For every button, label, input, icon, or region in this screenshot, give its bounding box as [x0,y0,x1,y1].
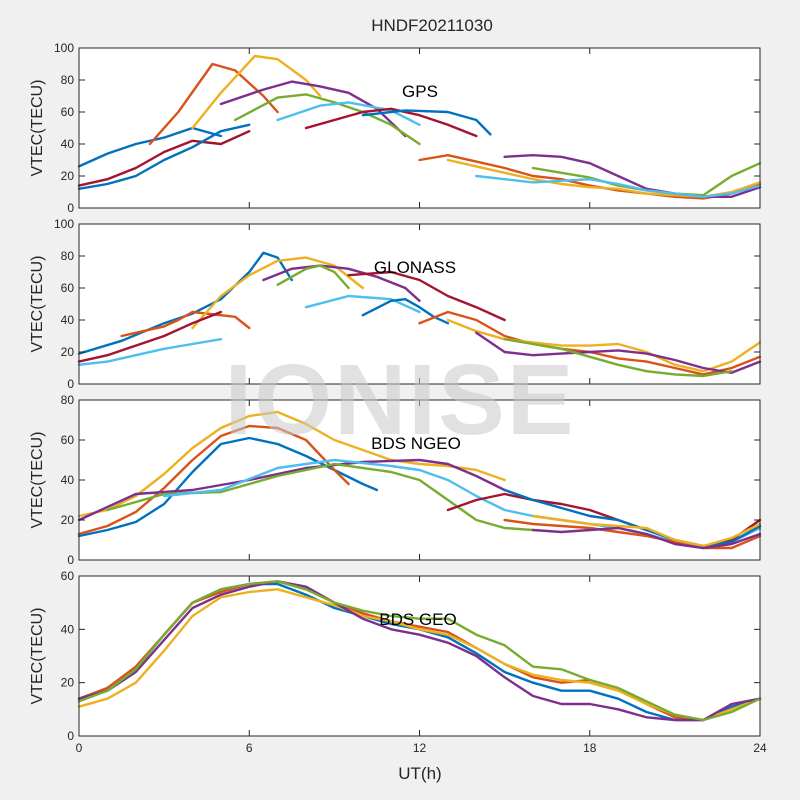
y-tick-label: 80 [61,393,75,407]
series-line [191,256,364,330]
y-tick-label: 0 [67,553,74,567]
y-tick-label: 100 [54,217,74,231]
series-line [503,518,762,550]
series-line [77,123,251,190]
series-line [503,338,733,378]
series-line [77,126,223,168]
y-tick-label: 100 [54,41,74,55]
y-axis-label: VTEC(TECU) [29,256,46,353]
series-line [304,107,478,138]
panel-1: 0 20 40 60 80 100 VTEC(TECU) GPS [29,41,762,215]
series-line [233,93,421,146]
plot-area [79,48,760,208]
panel-label: GPS [402,82,438,101]
series-line [531,526,762,550]
x-tick-label: 6 [246,741,253,755]
y-tick-label: 0 [67,729,74,743]
series-line [503,488,762,548]
series-line [148,62,279,146]
y-tick-label: 80 [61,249,75,263]
series-line [276,101,421,126]
series-line [304,294,421,314]
plot-area [79,224,760,384]
series-line [418,154,762,200]
series-line [262,264,421,302]
series-line [77,310,223,363]
x-tick-label: 12 [413,741,427,755]
y-tick-label: 40 [61,137,75,151]
series-line [77,130,251,187]
y-axis-label: VTEC(TECU) [29,432,46,529]
panel-label: GLONASS [374,258,456,277]
panel-2: 0 20 40 60 80 100 VTEC(TECU) GLONASS [29,217,762,391]
series-line [77,580,762,722]
series-line [531,514,762,548]
y-axis-label: VTEC(TECU) [29,80,46,177]
y-tick-label: 40 [61,622,75,636]
panel-label: BDS GEO [379,610,456,629]
x-tick-label: 0 [76,741,83,755]
y-tick-label: 40 [61,473,75,487]
series-line [77,338,223,366]
y-tick-label: 0 [67,201,74,215]
y-tick-label: 20 [61,345,75,359]
panel-label: BDS NGEO [371,434,461,453]
chart-title: HNDF20211030 [371,16,493,35]
series-line [475,331,762,374]
y-tick-label: 20 [61,676,75,690]
y-tick-label: 60 [61,433,75,447]
y-tick-label: 20 [61,513,75,527]
series-line [276,264,350,290]
y-tick-label: 0 [67,377,74,391]
x-axis-label: UT(h) [398,764,441,783]
panel-3: 0 20 40 60 80 VTEC(TECU) BDS NGEO [29,393,762,567]
series-line [120,310,251,338]
y-tick-label: 60 [61,569,75,583]
y-tick-label: 80 [61,73,75,87]
plot-area [79,576,760,736]
series-line [191,54,322,130]
series-line [361,109,492,136]
x-tick-label: 24 [753,741,767,755]
y-tick-label: 60 [61,281,75,295]
series-line [347,270,506,322]
y-axis-label: VTEC(TECU) [29,608,46,705]
panel-4: 0 20 40 60 0 6 12 18 24 VTEC(TECU) BDS GEO [29,569,767,755]
x-tick-label: 18 [583,741,597,755]
series-line [77,580,762,722]
y-tick-label: 60 [61,105,75,119]
series-line [77,588,762,722]
series-line [77,424,350,536]
y-tick-label: 40 [61,313,75,327]
series-line [77,251,293,355]
y-tick-label: 20 [61,169,75,183]
series-line [475,174,762,198]
series-line [77,410,506,518]
series-line [503,154,762,198]
series-line [77,436,379,538]
